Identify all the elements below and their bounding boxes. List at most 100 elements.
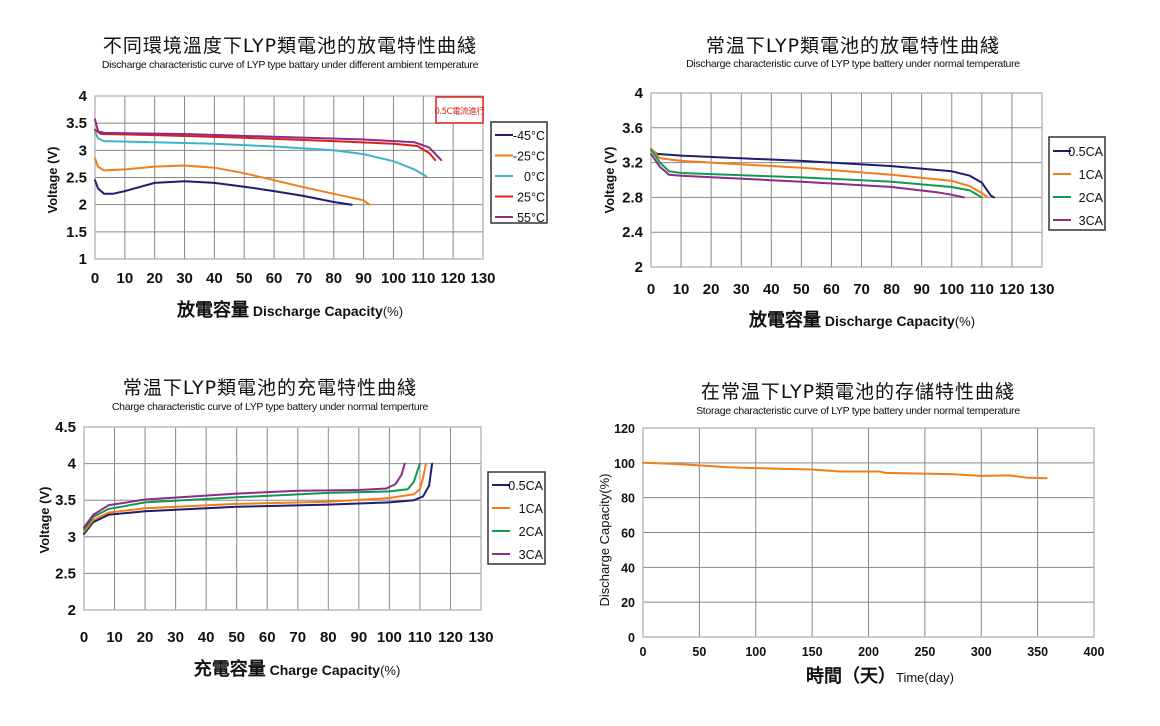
legend-box [487,471,546,565]
x-axis-label: 放電容量 Discharge Capacity(%) [748,309,975,331]
x-tick-label: 130 [1029,281,1054,298]
y-tick-label: 3 [79,142,87,159]
annotation-text: 0.5C電流進行 [434,106,485,117]
x-axis-label-en: Time(day) [896,670,954,685]
x-tick-label: 250 [914,645,935,659]
legend-label: 2CA [1079,191,1104,205]
series-line-4 [650,152,965,199]
legend-label: 3CA [519,548,544,562]
y-tick-label: 2 [68,602,76,619]
legend: 0.5CA 1CA 2CA 3CA [487,471,546,565]
x-tick-label: 40 [206,270,223,287]
x-tick-label: 50 [236,270,253,287]
x-tick-label: 50 [692,645,706,659]
legend-label: 1CA [519,502,544,516]
plot-frame [642,427,1095,638]
x-axis-label-en: Discharge Capacity [249,303,383,319]
y-tick-label: 0 [628,631,635,645]
y-tick-label: 1.5 [66,224,87,241]
x-tick-label: 30 [167,629,184,646]
x-tick-label: 120 [999,281,1024,298]
y-tick-label: 80 [621,492,635,506]
x-tick-label: 0 [640,645,647,659]
x-axis-label-cn: 放電容量 [176,299,249,321]
y-axis-label: Voltage (V) [37,487,52,554]
series-line-1 [642,461,1048,480]
chart-subtitle: Discharge characteristic curve of LYP ty… [102,59,479,71]
y-tick-label: 2.8 [622,189,643,206]
x-tick-label: 40 [198,629,215,646]
x-axis-label: 時間（天）Time(day) [806,666,954,687]
x-tick-label: 20 [146,270,163,287]
legend-label: 0.5CA [508,479,543,493]
x-tick-label: 10 [117,270,134,287]
y-tick-label: 3.5 [66,115,87,132]
y-tick-label: 3.6 [622,120,643,137]
y-axis-label: Discharge Capacity(%) [597,474,612,607]
x-tick-label: 90 [355,270,372,287]
x-tick-label: 120 [438,629,463,646]
x-axis-label: 充電容量 Charge Capacity(%) [194,658,401,680]
legend-label: 3CA [1079,214,1104,228]
x-tick-label: 0 [91,270,99,287]
x-tick-label: 100 [377,629,402,646]
x-tick-label: 0 [647,281,655,298]
chart-subtitle: Charge characteristic curve of LYP type … [112,401,429,413]
legend-label: 25°C [517,191,545,205]
x-tick-label: 50 [793,281,810,298]
chart-4: 在常温下LYP類電池的存儲特性曲綫 Storage characteristic … [597,381,1104,687]
y-tick-label: 2.5 [55,565,76,582]
x-tick-label: 70 [289,629,306,646]
x-tick-label: 110 [408,629,432,646]
x-tick-label: 20 [137,629,154,646]
x-tick-label: 30 [733,281,750,298]
x-axis-label-unit: (%) [380,663,400,678]
series-line-3 [94,130,428,178]
x-tick-label: 110 [970,281,994,298]
chart-title: 常温下LYP類電池的放電特性曲綫 [706,35,1000,57]
x-tick-label: 30 [176,270,193,287]
series-line-1 [83,462,434,535]
x-tick-label: 70 [853,281,870,298]
x-tick-label: 100 [939,281,964,298]
chart-1: 不同環境溫度下LYP類電池的放電特性曲綫 Discharge characteri… [45,35,548,321]
y-tick-label: 3.2 [622,155,643,172]
legend-label: 0.5CA [1068,145,1103,159]
y-tick-label: 20 [621,596,635,610]
series-line-4 [94,128,437,162]
x-axis-label: 放電容量 Discharge Capacity(%) [176,299,403,321]
y-tick-label: 2.4 [622,224,644,241]
legend: -45°C -25°C 0°C 25°C 55°C [490,121,548,225]
x-tick-label: 10 [106,629,123,646]
chart-subtitle: Discharge characteristic curve of LYP ty… [686,58,1020,70]
y-tick-label: 60 [621,527,635,541]
legend: 0.5CA 1CA 2CA 3CA [1048,136,1106,231]
legend-box [1048,136,1106,231]
x-tick-label: 80 [320,629,337,646]
chart-3: 常温下LYP類電池的充電特性曲綫 Charge characteristic cu… [37,377,546,680]
y-tick-label: 4.5 [55,419,76,436]
y-axis-label: Voltage (V) [602,147,617,214]
y-tick-label: 120 [614,422,635,436]
x-tick-label: 10 [673,281,690,298]
legend-label: 0°C [524,170,545,184]
series-line-2 [94,157,371,206]
x-axis-label-cn: 充電容量 [194,658,266,680]
x-tick-label: 60 [259,629,276,646]
y-tick-label: 3 [68,529,76,546]
x-tick-label: 50 [228,629,245,646]
x-tick-label: 70 [296,270,313,287]
x-tick-label: 40 [763,281,780,298]
series-line-3 [650,148,983,199]
x-axis-label-unit: (%) [383,304,403,319]
x-tick-label: 200 [858,645,879,659]
x-tick-label: 130 [470,270,495,287]
x-tick-label: 300 [971,645,992,659]
x-tick-label: 80 [325,270,342,287]
x-tick-label: 120 [441,270,466,287]
y-tick-label: 4 [635,85,644,102]
x-axis-label-en: Charge Capacity [266,662,381,678]
x-axis-label-unit: (%) [955,314,975,329]
